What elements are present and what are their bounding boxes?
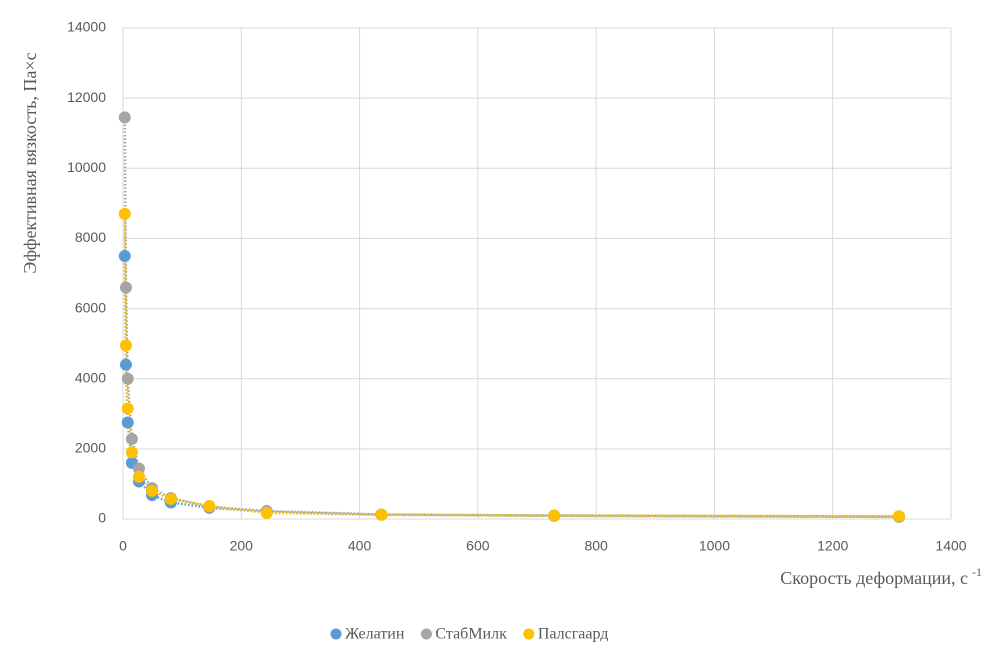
legend-label: Палсгаард	[538, 626, 609, 643]
y-axis-label: Эффективная вязкость, Па×с	[20, 52, 40, 273]
x-tick-label: 800	[584, 538, 608, 554]
x-tick-label: 0	[119, 538, 127, 554]
point	[132, 470, 145, 483]
x-axis-label-sup: -1	[972, 565, 982, 579]
point	[203, 500, 216, 513]
legend-label: Желатин	[345, 626, 405, 643]
point	[892, 510, 905, 523]
legend-marker	[523, 628, 535, 640]
y-tick-label: 0	[98, 510, 106, 526]
x-tick-label: 1200	[817, 538, 848, 554]
point	[121, 416, 134, 429]
point	[121, 372, 134, 385]
y-tick-label: 14000	[67, 19, 106, 35]
y-tick-label: 2000	[75, 440, 106, 456]
x-axis-label-main: Скорость деформации, с	[780, 568, 968, 588]
point	[125, 433, 138, 446]
point	[119, 339, 132, 352]
point	[121, 402, 134, 415]
point	[118, 111, 131, 124]
trend-line	[123, 255, 899, 519]
x-axis-label: Скорость деформации, с -1	[780, 565, 982, 588]
y-tick-label: 4000	[75, 369, 106, 385]
x-tick-label: 400	[348, 538, 372, 554]
legend-marker	[420, 628, 432, 640]
point	[145, 484, 158, 497]
legend-marker	[330, 628, 342, 640]
point	[119, 281, 132, 294]
point	[132, 462, 145, 475]
y-tick-label: 12000	[67, 89, 106, 105]
x-tick-label: 600	[466, 538, 490, 554]
point	[164, 493, 177, 506]
point	[548, 509, 561, 522]
y-tick-label: 6000	[75, 299, 106, 315]
point	[118, 207, 131, 220]
x-tick-label: 200	[230, 538, 254, 554]
y-tick-label: 8000	[75, 229, 106, 245]
point	[119, 358, 132, 371]
point	[260, 507, 273, 520]
point	[125, 446, 138, 459]
point	[118, 249, 131, 262]
legend-label: СтабМилк	[435, 626, 507, 643]
x-tick-label: 1000	[699, 538, 730, 554]
y-tick-label: 10000	[67, 159, 106, 175]
x-tick-label: 1400	[935, 538, 966, 554]
point	[375, 508, 388, 521]
